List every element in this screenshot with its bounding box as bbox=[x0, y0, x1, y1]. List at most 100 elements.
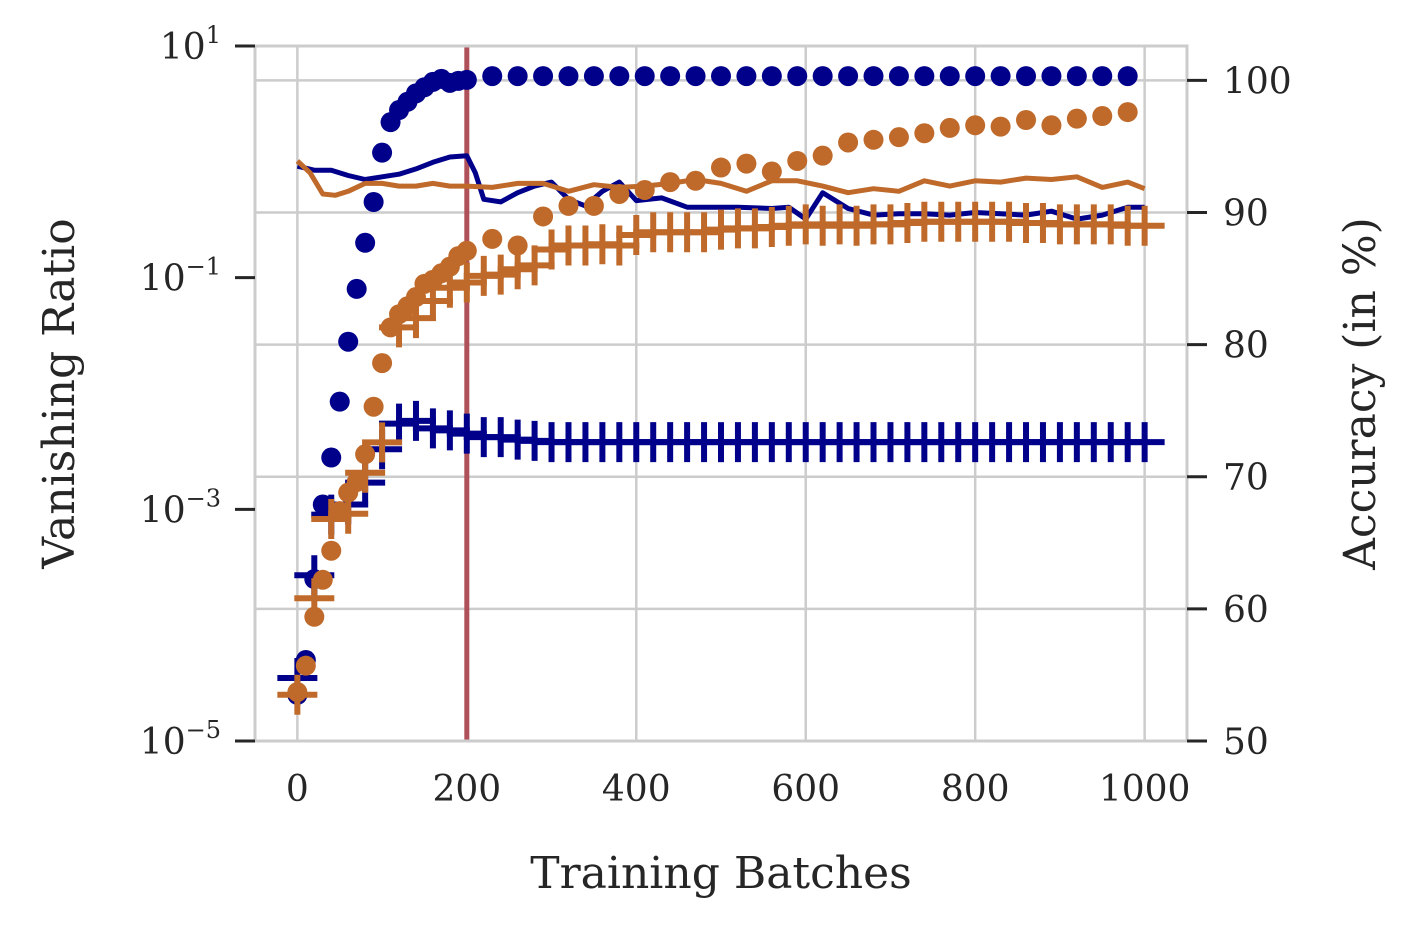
x-tick-label: 800 bbox=[941, 769, 1010, 810]
data-point bbox=[480, 254, 521, 295]
data-point bbox=[558, 66, 579, 87]
data-point bbox=[1117, 66, 1138, 87]
left-y-tick-label: 10−1 bbox=[140, 253, 221, 300]
right-y-tick-label: 70 bbox=[1223, 458, 1269, 499]
data-point bbox=[321, 540, 342, 561]
data-point bbox=[1124, 205, 1165, 246]
data-point bbox=[446, 413, 487, 454]
data-point bbox=[321, 447, 342, 468]
right-y-tick-label: 50 bbox=[1223, 722, 1269, 763]
data-point bbox=[507, 66, 528, 87]
data-point bbox=[1117, 102, 1138, 123]
data-point bbox=[888, 66, 909, 87]
data-point bbox=[1041, 115, 1062, 136]
series-orange_line bbox=[295, 159, 1146, 198]
axes-ticks: 0 200 400 600 800 1000 50 60 70 80 90 100 101 10−1 10−… bbox=[140, 21, 1292, 810]
data-point bbox=[1092, 66, 1113, 87]
data-point bbox=[736, 66, 757, 87]
data-point bbox=[429, 410, 470, 451]
data-point bbox=[446, 262, 487, 303]
data-point bbox=[533, 66, 554, 87]
left-y-tick-label: 10−3 bbox=[140, 484, 221, 531]
x-tick-label: 1000 bbox=[1099, 769, 1191, 810]
data-point bbox=[863, 66, 884, 87]
plot-area bbox=[277, 46, 1165, 741]
data-point bbox=[328, 493, 369, 534]
series-orange_dots bbox=[287, 102, 1138, 703]
plot-frame bbox=[253, 44, 1189, 743]
data-point bbox=[346, 278, 367, 299]
data-point bbox=[787, 150, 808, 171]
data-point bbox=[372, 353, 393, 374]
data-point bbox=[1092, 106, 1113, 127]
data-point bbox=[345, 452, 386, 493]
data-point bbox=[609, 66, 630, 87]
data-point bbox=[914, 66, 935, 87]
data-point bbox=[363, 396, 384, 417]
data-point bbox=[362, 422, 403, 463]
data-point bbox=[761, 161, 782, 182]
data-point bbox=[990, 66, 1011, 87]
data-point bbox=[312, 569, 333, 590]
series-line bbox=[295, 159, 1146, 198]
data-point bbox=[939, 66, 960, 87]
data-point bbox=[329, 391, 350, 412]
data-point bbox=[482, 66, 503, 87]
data-point bbox=[634, 66, 655, 87]
left-y-tick-label: 10−5 bbox=[140, 716, 221, 763]
data-point bbox=[295, 655, 316, 676]
data-point bbox=[583, 195, 604, 216]
data-point bbox=[863, 129, 884, 150]
data-point bbox=[1066, 108, 1087, 129]
right-y-tick-label: 100 bbox=[1223, 61, 1292, 102]
data-point bbox=[583, 66, 604, 87]
right-y-tick-label: 90 bbox=[1223, 193, 1269, 234]
data-point bbox=[685, 66, 706, 87]
data-point bbox=[482, 228, 503, 249]
data-point bbox=[888, 127, 909, 148]
data-point bbox=[277, 674, 318, 715]
data-point bbox=[531, 229, 572, 270]
data-point bbox=[372, 142, 393, 163]
data-point bbox=[312, 494, 333, 515]
data-point bbox=[711, 66, 731, 87]
data-point bbox=[939, 117, 960, 138]
x-tick-label: 0 bbox=[286, 769, 309, 810]
data-point bbox=[294, 578, 335, 619]
data-point bbox=[914, 123, 935, 144]
data-point bbox=[507, 235, 528, 256]
data-point bbox=[533, 206, 554, 227]
data-point bbox=[965, 115, 986, 136]
data-point bbox=[812, 145, 833, 166]
data-point bbox=[363, 192, 384, 213]
data-point bbox=[429, 267, 470, 308]
right-y-tick-label: 80 bbox=[1223, 326, 1269, 367]
left-y-axis-title: Vanishing Ratio bbox=[34, 218, 85, 569]
right-y-axis-title: Accuracy (in %) bbox=[1335, 217, 1386, 571]
right-y-tick-label: 60 bbox=[1223, 590, 1269, 631]
x-tick-label: 600 bbox=[771, 769, 840, 810]
data-point bbox=[338, 331, 359, 352]
data-point bbox=[456, 240, 477, 261]
data-point bbox=[1016, 66, 1037, 87]
data-point bbox=[346, 472, 367, 493]
data-point bbox=[965, 66, 986, 87]
data-point bbox=[456, 69, 477, 90]
series-orange_plus bbox=[277, 201, 1165, 715]
x-axis-title: Training Batches bbox=[530, 848, 911, 899]
data-point bbox=[1124, 422, 1165, 463]
data-point bbox=[497, 249, 538, 290]
data-point bbox=[1066, 66, 1087, 87]
grid bbox=[255, 46, 1187, 743]
data-point bbox=[711, 157, 731, 178]
data-point bbox=[311, 499, 352, 540]
data-point bbox=[558, 195, 579, 216]
data-point bbox=[355, 232, 376, 253]
data-point bbox=[395, 298, 436, 339]
data-point bbox=[395, 400, 436, 441]
x-tick-label: 400 bbox=[602, 769, 671, 810]
data-point bbox=[1041, 66, 1062, 87]
data-point bbox=[761, 66, 782, 87]
series-blue_plus bbox=[277, 400, 1165, 698]
